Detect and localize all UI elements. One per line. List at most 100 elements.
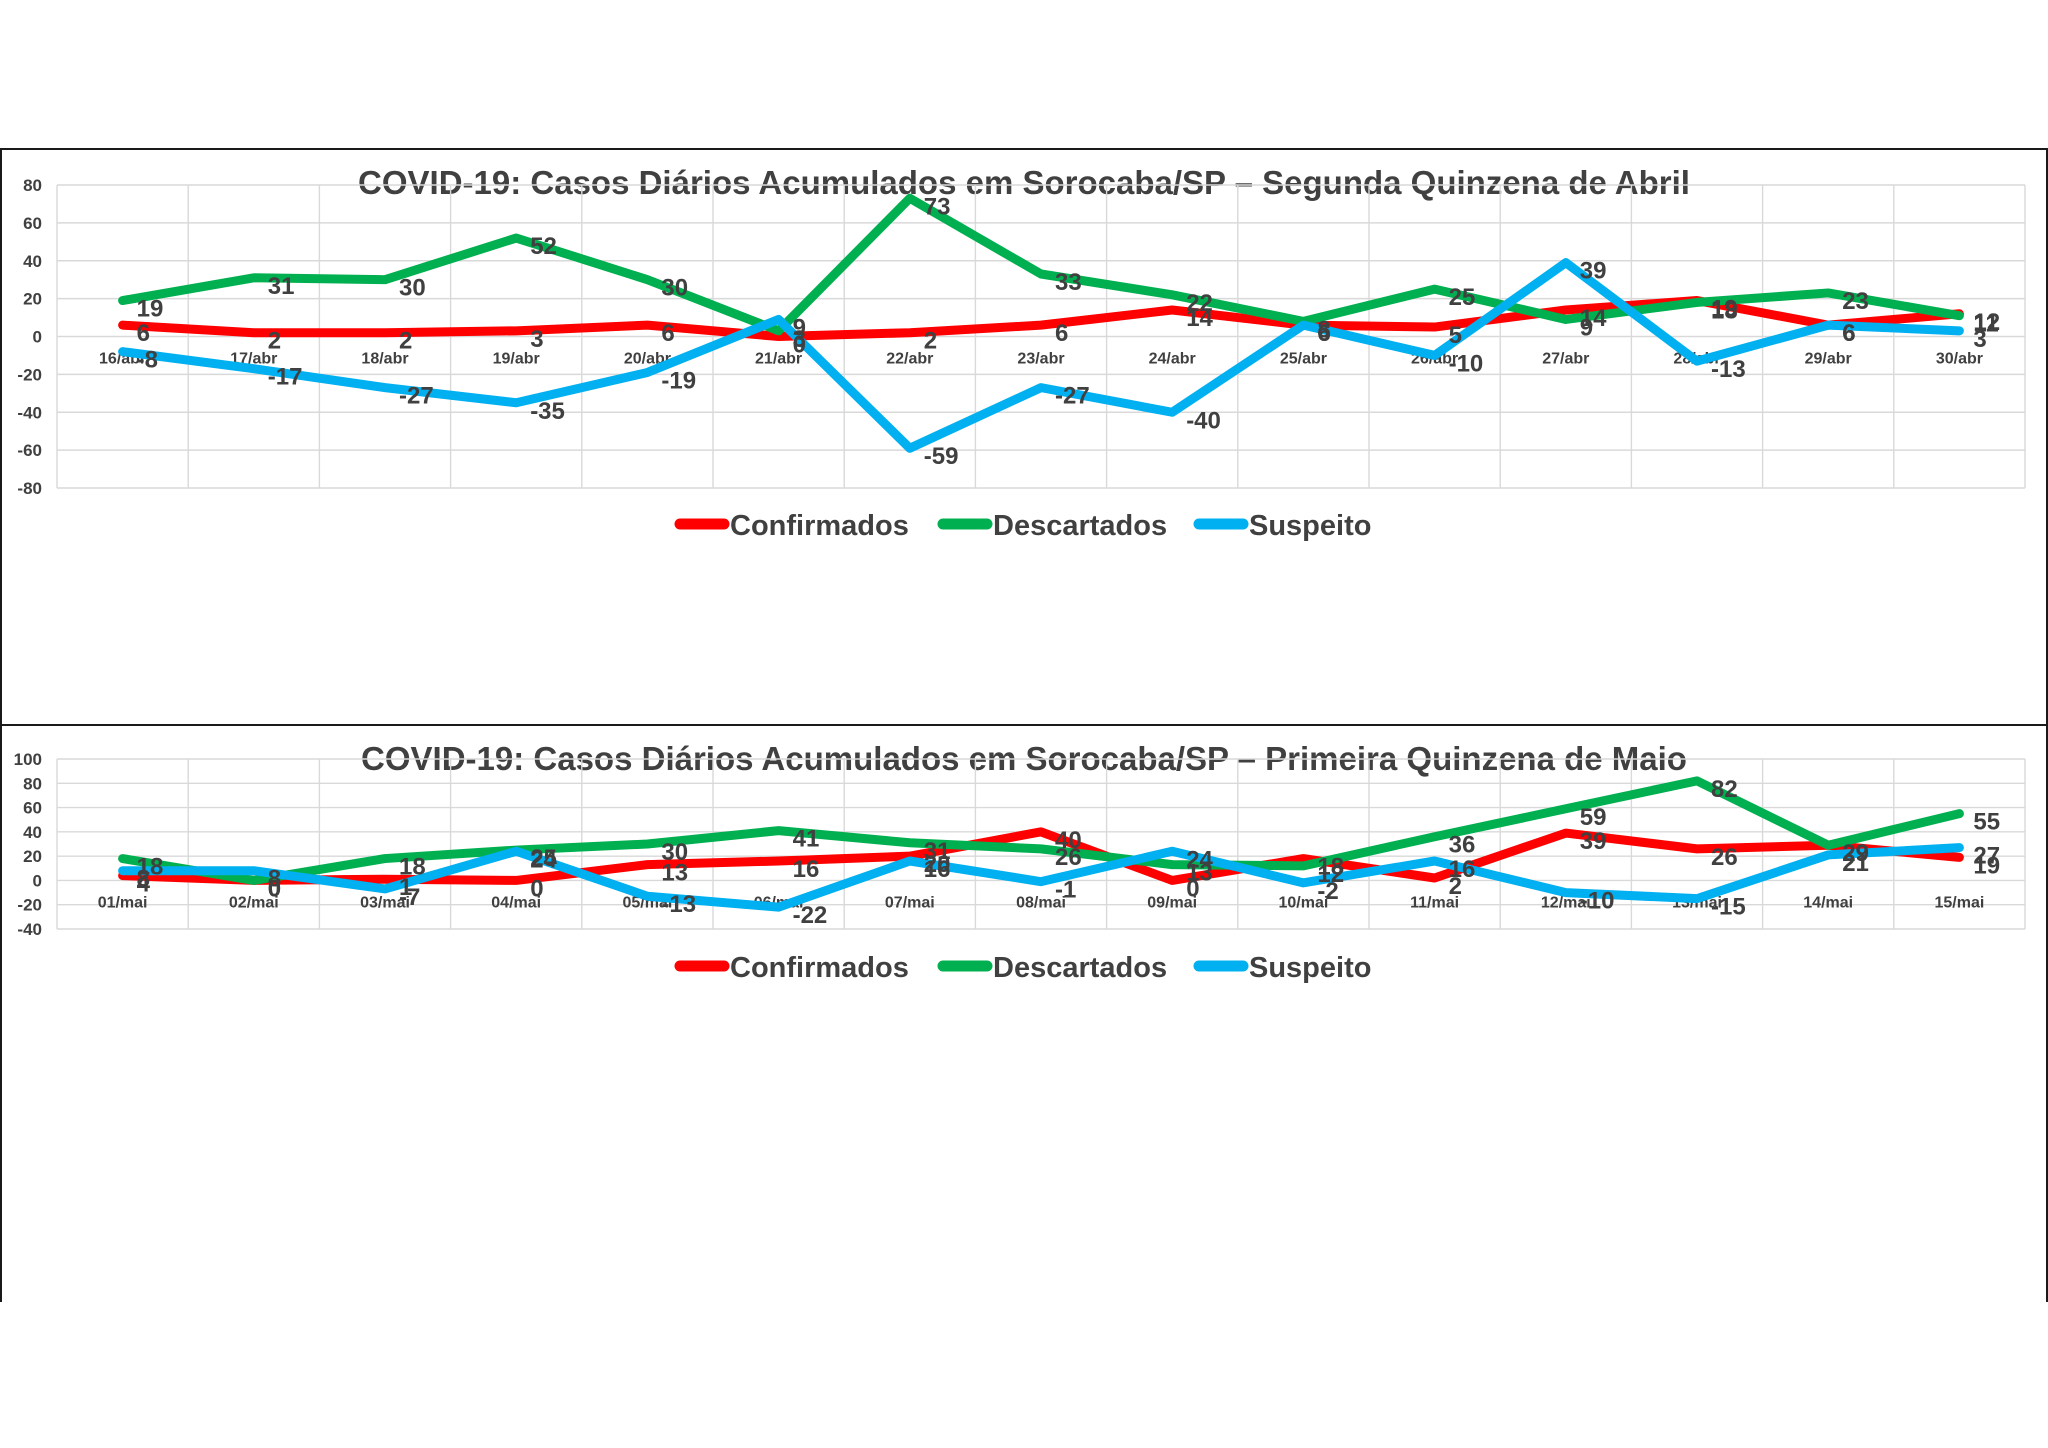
data-label-descartados: 82 [1711,776,1738,803]
data-label-descartados: 30 [399,275,426,302]
x-tick-label: 23/abr [1017,351,1064,368]
data-label-suspeito: -27 [399,383,434,410]
data-label-descartados: 25 [1449,284,1476,311]
x-tick-label: 22/abr [886,351,933,368]
y-tick-label: -60 [17,441,42,460]
legend-label-confirmados: Confirmados [730,952,909,984]
x-tick-label: 12/mai [1541,894,1591,911]
data-label-confirmados: 6 [1317,320,1330,347]
data-label-confirmados: 0 [530,875,543,902]
y-tick-label: -20 [17,896,42,915]
y-tick-label: 20 [23,847,42,866]
y-tick-label: -80 [17,479,42,498]
data-label-suspeito: 39 [1580,258,1607,285]
data-label-descartados: 18 [137,854,164,881]
y-tick-label: 60 [23,799,42,818]
chart-svg: COVID-19: Casos Diários Acumulados em So… [14,740,2026,984]
chart-svg: COVID-19: Casos Diários Acumulados em So… [17,164,2026,542]
data-label-descartados: 19 [137,296,164,323]
series-line-suspeito [118,258,1964,453]
data-label-suspeito: -13 [661,891,696,918]
legend-label-descartados: Descartados [993,510,1167,542]
data-label-confirmados: 5 [1449,322,1462,349]
data-label-suspeito: -22 [793,902,828,929]
data-label-suspeito: -13 [1711,356,1746,383]
y-tick-label: 100 [14,750,42,769]
data-label-descartados: 25 [530,845,557,872]
x-tick-label: 30/abr [1936,351,1983,368]
legend: Confirmados Descartados Suspeito [674,952,1371,984]
data-label-suspeito: -19 [661,367,696,394]
x-tick-label: 08/mai [1016,894,1066,911]
legend-label-confirmados: Confirmados [730,510,909,542]
x-tick-label: 29/abr [1805,351,1852,368]
y-tick-label: 0 [33,871,42,890]
x-tick-label: 21/abr [755,351,802,368]
data-label-suspeito: -8 [137,347,158,374]
data-label-suspeito: 6 [1317,320,1330,347]
data-label-suspeito: 24 [530,846,557,873]
grid [56,184,2026,489]
data-label-descartados: 11 [1973,311,1998,338]
data-label-descartados: 22 [1186,290,1213,317]
data-label-suspeito: 8 [137,866,150,893]
data-label-confirmados: 40 [1055,827,1082,854]
data-label-suspeito: 9 [793,314,806,341]
data-label-confirmados: 0 [793,332,806,359]
data-label-descartados: 31 [924,838,951,865]
data-label-confirmados: 26 [1711,844,1738,871]
data-label-suspeito: 6 [1842,320,1855,347]
x-tick-label: 27/abr [1542,351,1589,368]
y-tick-label: 40 [23,823,42,842]
data-label-confirmados: 18 [1317,854,1344,881]
data-label-descartados: 23 [1842,288,1869,315]
data-label-descartados: 59 [1580,804,1607,831]
data-label-confirmados: 2 [399,328,412,355]
data-label-descartados: 0 [268,875,281,902]
page-bottom-blank [0,1302,2048,1448]
data-label-suspeito: -40 [1186,407,1221,434]
series-line-descartados [118,193,1964,336]
y-tick-label: 0 [33,328,42,347]
data-label-confirmados: 14 [1186,305,1213,332]
x-tick-label: 14/mai [1803,894,1853,911]
data-label-suspeito: 16 [1449,856,1476,883]
data-label-confirmados: 2 [924,328,937,355]
x-tick-label: 19/abr [493,351,540,368]
data-label-descartados: 18 [399,854,426,881]
y-tick-label: 80 [23,176,42,195]
data-label-confirmados: 39 [1580,828,1607,855]
y-tick-label: -20 [17,365,42,384]
y-tick-label: 20 [23,290,42,309]
data-label-descartados: 8 [1317,316,1330,343]
data-label-suspeito: -35 [530,398,565,425]
data-label-descartados: 31 [268,273,295,300]
x-tick-label: 15/mai [1934,894,1984,911]
data-label-confirmados: 3 [530,326,543,353]
data-label-suspeito: -10 [1449,350,1484,377]
chart-title: COVID-19: Casos Diários Acumulados em So… [358,164,1690,201]
data-label-descartados: 13 [1186,860,1213,887]
data-label-descartados: 30 [661,839,688,866]
data-label-confirmados: 13 [661,860,688,887]
data-label-descartados: 55 [1973,809,2000,836]
data-label-confirmados: 6 [1055,320,1068,347]
data-label-descartados: 9 [1580,314,1593,341]
x-tick-label: 10/mai [1278,894,1328,911]
x-tick-label: 02/mai [229,894,279,911]
data-label-confirmados: 29 [1842,840,1869,867]
data-label-confirmados: 1 [399,874,412,901]
series-line-suspeito [118,843,1964,912]
data-label-descartados: 30 [661,275,688,302]
x-tick-label: 04/mai [491,894,541,911]
data-label-suspeito: 8 [268,866,281,893]
data-label-descartados: 29 [1842,840,1869,867]
data-label-confirmados: 6 [1842,320,1855,347]
x-tick-label: 07/mai [885,894,935,911]
data-label-confirmados: 2 [1449,873,1462,900]
data-label-suspeito: 21 [1842,850,1869,877]
data-label-descartados: 36 [1449,832,1476,859]
data-label-confirmados: 19 [1711,296,1738,323]
data-label-suspeito: -27 [1055,383,1090,410]
data-label-confirmados: 20 [924,851,951,878]
